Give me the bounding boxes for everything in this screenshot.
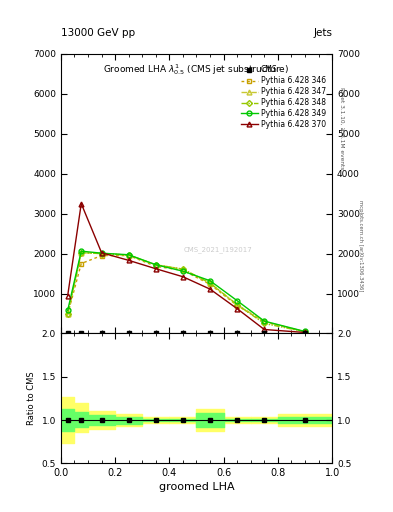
Text: Groomed LHA $\lambda^{1}_{0.5}$ (CMS jet substructure): Groomed LHA $\lambda^{1}_{0.5}$ (CMS jet… <box>103 62 290 77</box>
Y-axis label: Ratio to CMS: Ratio to CMS <box>27 372 36 425</box>
Text: CMS_2021_I192017: CMS_2021_I192017 <box>184 246 253 253</box>
Text: Jets: Jets <box>313 28 332 38</box>
Text: Rivet 3.1.10, ≥ 3.1M events: Rivet 3.1.10, ≥ 3.1M events <box>339 87 344 169</box>
Text: mcplots.cern.ch [arXiv:1306.3436]: mcplots.cern.ch [arXiv:1306.3436] <box>358 200 363 291</box>
Text: 13000 GeV pp: 13000 GeV pp <box>61 28 135 38</box>
Legend: CMS, Pythia 6.428 346, Pythia 6.428 347, Pythia 6.428 348, Pythia 6.428 349, Pyt: CMS, Pythia 6.428 346, Pythia 6.428 347,… <box>239 63 328 131</box>
X-axis label: groomed LHA: groomed LHA <box>159 482 234 493</box>
